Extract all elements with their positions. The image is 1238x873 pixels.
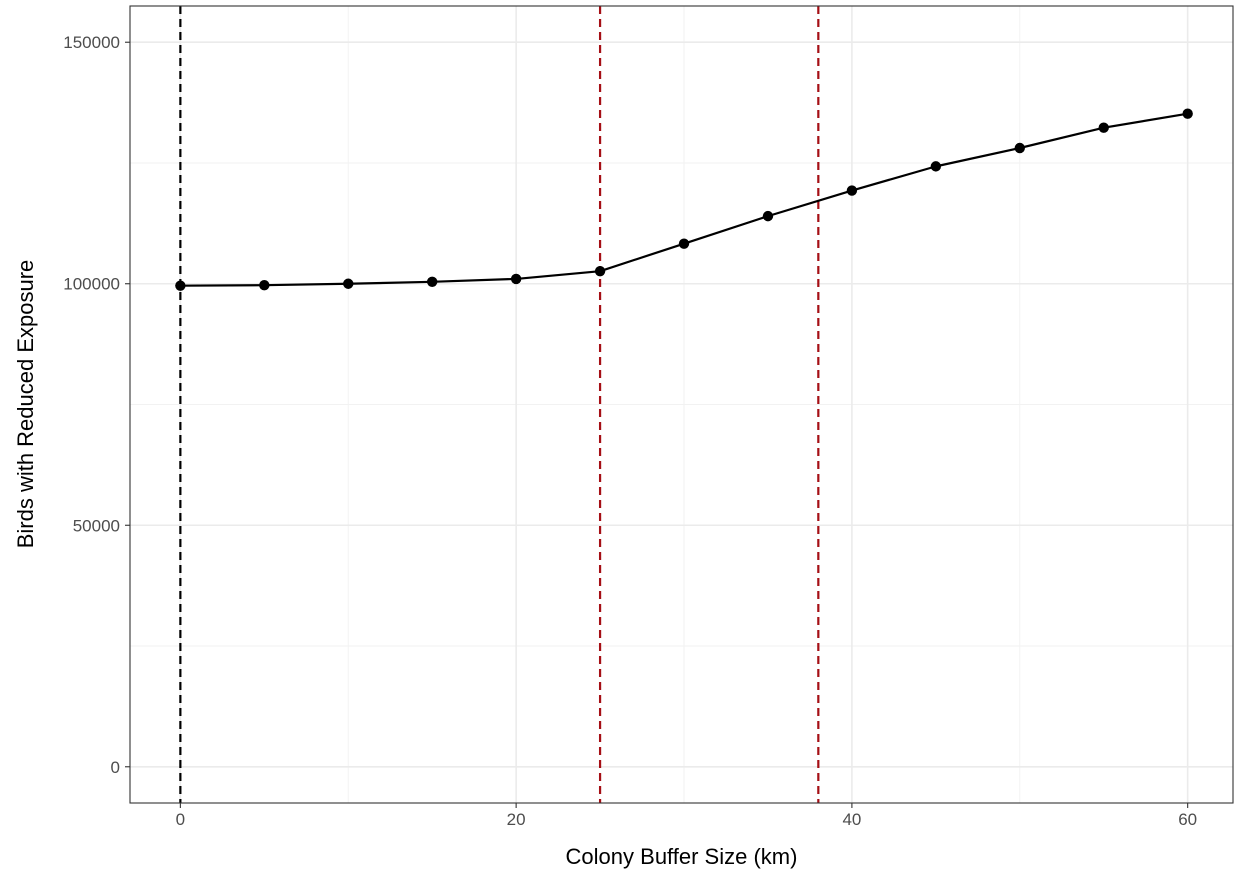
data-point xyxy=(846,185,858,196)
minor-grid xyxy=(130,6,1233,803)
y-axis-title: Birds with Reduced Exposure xyxy=(13,260,38,549)
data-point xyxy=(1014,142,1025,154)
x-tick-label: 60 xyxy=(1178,810,1197,829)
y-axis: 0 50000 100000 150000 xyxy=(63,33,130,777)
y-tick-label: 150000 xyxy=(63,33,120,52)
y-tick-label: 0 xyxy=(111,758,120,777)
x-tick-label: 40 xyxy=(842,810,861,829)
data-point xyxy=(1182,108,1193,119)
data-point xyxy=(678,238,690,249)
x-axis: 0 20 40 60 xyxy=(176,803,1197,829)
data-point xyxy=(343,278,354,289)
data-point xyxy=(259,279,270,291)
x-axis-title: Colony Buffer Size (km) xyxy=(566,844,798,869)
data-point xyxy=(594,265,606,277)
series-layer xyxy=(175,108,1193,291)
x-tick-label: 20 xyxy=(507,810,526,829)
y-tick-label: 50000 xyxy=(73,516,120,535)
panel-border xyxy=(129,5,1234,804)
y-tick-label: 100000 xyxy=(63,275,120,294)
data-point xyxy=(510,273,522,285)
data-point xyxy=(175,280,186,291)
data-point xyxy=(762,210,774,222)
data-point xyxy=(426,276,438,288)
x-tick-label: 0 xyxy=(176,810,185,829)
data-point xyxy=(1098,122,1109,133)
data-point xyxy=(930,161,942,172)
reference-lines xyxy=(179,6,820,803)
major-grid xyxy=(130,6,1233,803)
